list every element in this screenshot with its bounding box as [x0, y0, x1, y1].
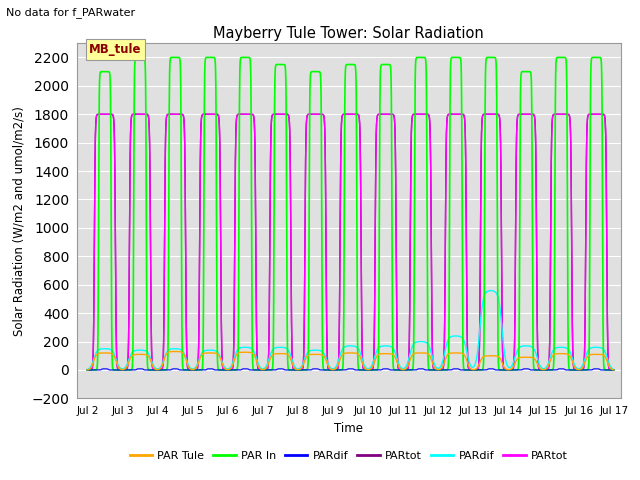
Legend: PAR Tule, PAR In, PARdif, PARtot, PARdif, PARtot: PAR Tule, PAR In, PARdif, PARtot, PARdif… [125, 446, 572, 466]
Title: Mayberry Tule Tower: Solar Radiation: Mayberry Tule Tower: Solar Radiation [213, 25, 484, 41]
X-axis label: Time: Time [334, 421, 364, 434]
Text: No data for f_PARwater: No data for f_PARwater [6, 7, 136, 18]
Text: MB_tule: MB_tule [89, 43, 141, 56]
Y-axis label: Solar Radiation (W/m2 and umol/m2/s): Solar Radiation (W/m2 and umol/m2/s) [13, 106, 26, 336]
